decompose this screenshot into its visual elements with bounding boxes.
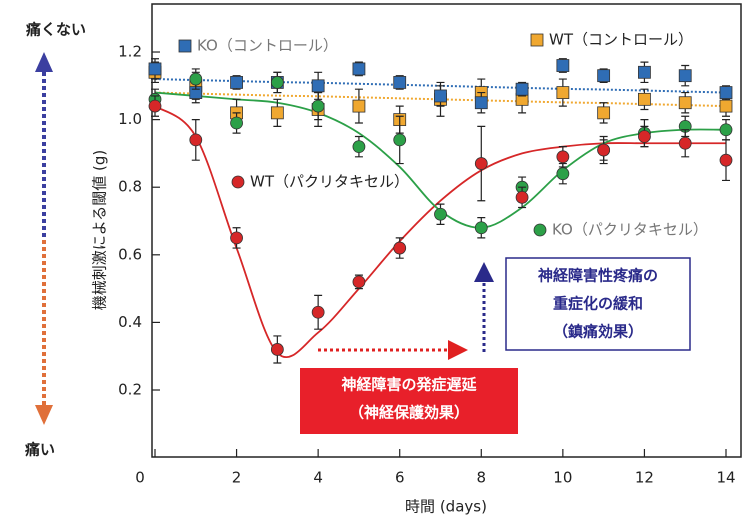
point	[597, 69, 611, 83]
point	[311, 305, 325, 319]
top-label: 痛くない	[25, 21, 86, 39]
y-tick-label: 0.4	[118, 313, 142, 331]
annotation: （鎮痛効果）	[553, 323, 643, 341]
fit-line	[154, 105, 726, 359]
point	[556, 86, 570, 99]
legend-marker	[533, 223, 547, 237]
arrow-head	[35, 52, 53, 72]
point	[189, 72, 203, 86]
point	[270, 343, 284, 356]
point	[474, 157, 488, 170]
point	[678, 136, 692, 150]
point	[556, 167, 570, 181]
annotation: 神経障害性疼痛の	[538, 267, 658, 285]
point	[189, 133, 203, 147]
point	[230, 116, 243, 130]
point	[393, 76, 407, 89]
point	[311, 99, 325, 113]
point	[393, 133, 407, 147]
arrow-head	[35, 405, 53, 425]
legend-marker	[231, 175, 245, 189]
legend-label: WT（パクリタキセル）	[250, 173, 409, 191]
point	[597, 106, 611, 120]
point	[556, 59, 570, 72]
point	[434, 89, 447, 103]
point	[678, 96, 692, 110]
x-tick-label: 6	[395, 469, 405, 487]
y-tick-label: 0.2	[118, 381, 142, 399]
point	[474, 221, 488, 235]
point	[638, 65, 651, 79]
point	[434, 207, 447, 221]
arrow-head	[474, 262, 494, 282]
bottom-label: 痛い	[24, 441, 55, 459]
point	[230, 76, 243, 89]
point	[719, 99, 733, 113]
point	[515, 82, 529, 96]
point	[230, 231, 243, 245]
point	[148, 62, 162, 76]
x-tick-label: 4	[313, 469, 323, 487]
x-axis-label: 時間 (days)	[405, 498, 487, 516]
annotation: 重症化の緩和	[553, 295, 643, 313]
x-tick-label: 14	[716, 469, 735, 487]
x-tick-label: 0	[135, 469, 145, 487]
point	[474, 96, 488, 110]
point	[148, 99, 162, 113]
point	[719, 123, 733, 137]
annotation: （神経保護効果）	[349, 404, 469, 422]
point	[352, 140, 366, 154]
point	[393, 241, 407, 255]
point	[311, 79, 325, 93]
point	[270, 106, 284, 120]
point	[515, 190, 529, 204]
point	[556, 150, 570, 164]
point	[352, 99, 366, 113]
legend-label: KO（コントロール）	[197, 37, 338, 55]
annotation-box	[300, 368, 518, 434]
point	[352, 62, 366, 76]
x-tick-label: 12	[635, 469, 654, 487]
legend-marker	[178, 39, 192, 53]
legend-marker	[530, 33, 544, 47]
legend-label: KO（パクリタキセル）	[552, 221, 708, 239]
plot-frame	[151, 3, 742, 458]
point	[597, 143, 611, 157]
y-tick-label: 0.6	[118, 245, 142, 263]
point	[719, 86, 733, 99]
y-tick-label: 1.2	[118, 43, 142, 61]
x-tick-label: 2	[232, 469, 242, 487]
point	[678, 69, 692, 83]
annotation-box	[505, 257, 691, 351]
x-tick-label: 8	[477, 469, 487, 487]
y-tick-label: 1.0	[118, 110, 142, 128]
point	[352, 275, 366, 289]
point	[638, 92, 651, 106]
arrow-head	[448, 340, 468, 360]
x-tick-label: 10	[553, 469, 572, 487]
point	[270, 76, 284, 89]
y-tick-label: 0.8	[118, 178, 142, 196]
annotation: 神経障害の発症遅延	[341, 376, 477, 394]
point	[719, 153, 733, 167]
y-axis-label: 機械刺激による閾値 (g)	[91, 150, 109, 311]
legend-label: WT（コントロール）	[549, 31, 693, 49]
point	[638, 130, 651, 143]
